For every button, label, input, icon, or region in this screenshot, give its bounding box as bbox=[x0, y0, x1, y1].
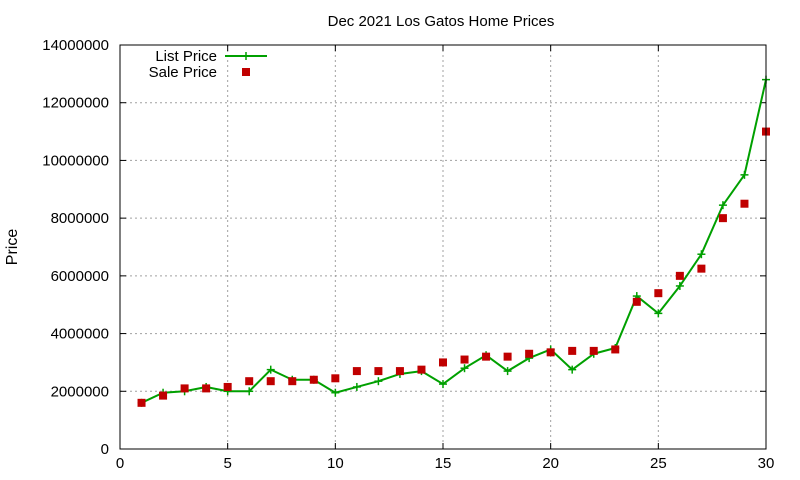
legend-label: Sale Price bbox=[149, 64, 217, 81]
sale-price-point bbox=[632, 297, 641, 306]
list-price-point bbox=[352, 382, 361, 391]
legend-item-sale-price: Sale Price bbox=[149, 64, 250, 81]
sale-price-point bbox=[223, 382, 232, 391]
list-price-point bbox=[245, 387, 254, 396]
sale-price-point bbox=[740, 199, 749, 208]
y-tick-label: 2000000 bbox=[51, 383, 109, 400]
sale-price-point bbox=[245, 377, 254, 386]
x-tick-label: 0 bbox=[116, 455, 124, 472]
legend-label: List Price bbox=[155, 48, 217, 65]
sale-price-point bbox=[525, 349, 534, 358]
list-price-point bbox=[460, 364, 469, 373]
sale-price-point bbox=[654, 289, 663, 298]
sale-price-point bbox=[202, 384, 211, 393]
chart-title: Dec 2021 Los Gatos Home Prices bbox=[328, 13, 555, 30]
sale-price-point bbox=[374, 367, 383, 376]
x-tick-label: 5 bbox=[223, 455, 231, 472]
y-tick-label: 4000000 bbox=[51, 326, 109, 343]
list-price-point bbox=[503, 367, 512, 376]
sale-price-point bbox=[417, 365, 426, 374]
list-price-point bbox=[568, 365, 577, 374]
list-price-series bbox=[137, 75, 770, 407]
list-price-point bbox=[675, 281, 684, 290]
sale-price-point bbox=[503, 352, 512, 361]
y-tick-label: 0 bbox=[101, 441, 109, 458]
sale-price-point bbox=[159, 391, 168, 400]
legend-item-list-price: List Price bbox=[155, 48, 267, 65]
list-price-point bbox=[697, 250, 706, 259]
sale-price-point bbox=[546, 348, 555, 357]
sale-price-point bbox=[309, 375, 318, 384]
sale-price-point bbox=[395, 367, 404, 376]
sale-price-point bbox=[288, 377, 297, 386]
x-tick-label: 15 bbox=[435, 455, 452, 472]
sale-price-point bbox=[611, 345, 620, 354]
y-tick-label: 10000000 bbox=[42, 152, 109, 169]
sale-price-point bbox=[460, 355, 469, 364]
sale-price-point bbox=[137, 398, 146, 407]
sale-price-point bbox=[697, 264, 706, 273]
sale-price-point bbox=[439, 358, 447, 367]
list-price-point bbox=[718, 201, 727, 210]
legend-marker bbox=[242, 68, 250, 76]
x-tick-label: 20 bbox=[542, 455, 559, 472]
list-price-line bbox=[141, 79, 767, 404]
x-tick-label: 30 bbox=[758, 455, 775, 472]
y-axis-label: Price bbox=[4, 229, 21, 266]
list-price-point bbox=[374, 377, 383, 386]
data-series bbox=[137, 75, 770, 407]
sale-price-point bbox=[482, 352, 491, 361]
plot-frame bbox=[119, 44, 767, 450]
sale-price-point bbox=[266, 377, 275, 386]
sale-price-point bbox=[180, 384, 189, 393]
sale-price-point bbox=[568, 346, 577, 355]
sale-price-point bbox=[718, 214, 727, 223]
y-tick-labels: 0 2000000 4000000 6000000 8000000 10000000 120… bbox=[42, 37, 109, 458]
x-tick-label: 25 bbox=[650, 455, 667, 472]
x-tick-label: 10 bbox=[327, 455, 344, 472]
sale-price-point bbox=[675, 271, 684, 280]
sale-price-point bbox=[352, 367, 361, 376]
list-price-point bbox=[266, 365, 275, 374]
y-tick-label: 6000000 bbox=[51, 268, 109, 285]
legend-marker bbox=[242, 52, 250, 60]
y-tick-label: 14000000 bbox=[42, 37, 109, 54]
list-price-point bbox=[654, 309, 663, 318]
x-tick-labels: 0 5 10 15 20 25 30 bbox=[116, 455, 775, 472]
sale-price-point bbox=[331, 374, 340, 383]
list-price-point bbox=[331, 388, 340, 397]
list-price-point bbox=[439, 380, 447, 389]
y-tick-label: 8000000 bbox=[51, 210, 109, 227]
sale-price-series bbox=[137, 127, 770, 407]
list-price-point bbox=[740, 170, 749, 179]
sale-price-point bbox=[589, 346, 598, 355]
y-tick-label: 12000000 bbox=[42, 95, 109, 112]
